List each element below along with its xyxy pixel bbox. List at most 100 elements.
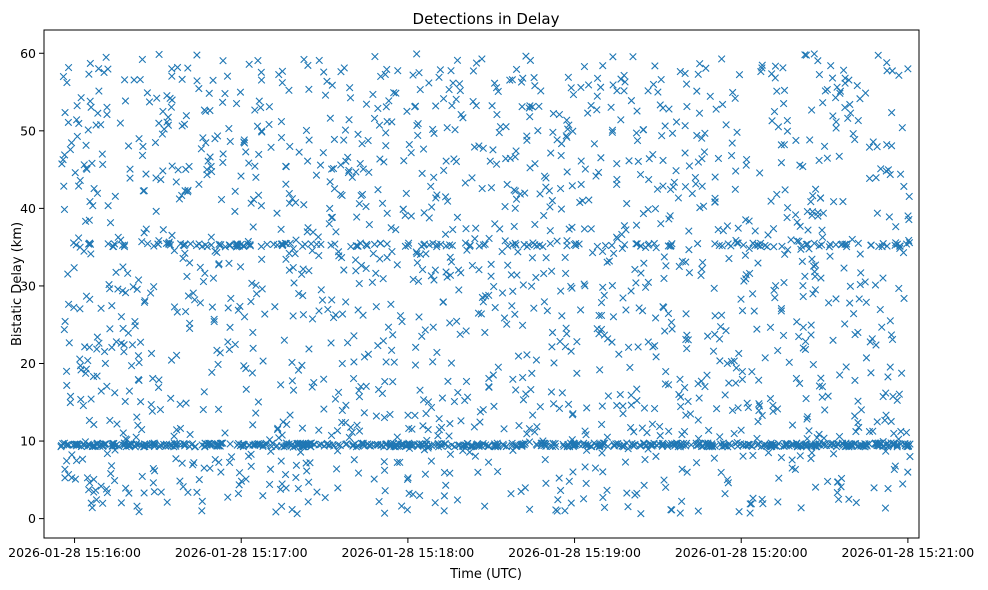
data-point — [779, 331, 788, 340]
data-point — [487, 183, 496, 192]
data-point — [580, 439, 588, 447]
data-point — [404, 241, 412, 250]
data-point — [109, 242, 118, 251]
data-point — [706, 92, 714, 101]
data-point — [693, 87, 701, 95]
data-point — [471, 452, 480, 460]
data-point — [65, 339, 73, 347]
data-point — [556, 184, 565, 193]
data-point — [59, 72, 68, 81]
data-point — [639, 126, 647, 134]
y-tick-label: 60 — [20, 46, 36, 61]
data-point — [447, 66, 455, 75]
data-point — [61, 474, 69, 482]
data-point — [382, 103, 391, 111]
data-point — [248, 369, 257, 377]
data-point — [851, 330, 859, 339]
data-point — [340, 266, 348, 274]
data-point — [596, 440, 604, 449]
data-point — [733, 239, 741, 247]
data-point — [788, 456, 796, 464]
data-point — [824, 392, 832, 400]
data-point — [206, 464, 214, 473]
data-point — [104, 201, 112, 210]
data-point — [390, 442, 398, 450]
data-point — [525, 505, 534, 514]
data-point — [543, 307, 552, 315]
data-point — [162, 442, 170, 450]
data-point — [173, 439, 181, 448]
data-point — [148, 407, 157, 415]
data-point — [839, 66, 848, 74]
data-point — [66, 398, 74, 407]
data-point — [320, 68, 328, 76]
data-point — [280, 336, 289, 344]
data-point — [167, 441, 176, 450]
data-point — [900, 294, 908, 303]
data-point — [412, 248, 420, 256]
data-point — [82, 365, 91, 373]
data-point — [459, 446, 467, 455]
data-point — [577, 83, 585, 92]
data-point — [157, 175, 165, 184]
data-point — [511, 310, 519, 318]
data-point — [184, 292, 193, 300]
data-point — [603, 433, 612, 441]
data-point — [756, 242, 765, 250]
data-point — [200, 464, 208, 472]
data-point — [289, 386, 298, 394]
data-point — [433, 191, 441, 199]
data-point — [724, 240, 732, 248]
data-point — [446, 469, 454, 477]
data-point — [595, 311, 603, 320]
data-point — [657, 219, 665, 228]
data-point — [711, 240, 719, 248]
data-point — [305, 85, 313, 94]
data-point — [651, 204, 660, 213]
data-point — [593, 106, 601, 114]
data-point — [561, 507, 569, 515]
data-point — [414, 131, 422, 140]
data-point — [814, 212, 822, 220]
data-point — [99, 499, 107, 507]
data-point — [237, 477, 246, 485]
data-point — [462, 327, 470, 335]
data-point — [620, 222, 629, 230]
data-point — [134, 421, 142, 429]
data-point — [630, 442, 638, 450]
x-tick-label: 2026-01-28 15:16:00 — [8, 545, 141, 560]
data-point — [809, 262, 818, 270]
data-point — [72, 241, 80, 249]
data-point — [143, 240, 152, 248]
data-point — [682, 310, 690, 318]
data-point — [338, 310, 347, 318]
data-point — [845, 299, 854, 307]
data-point — [95, 87, 103, 95]
data-point — [777, 453, 786, 462]
data-point — [900, 182, 908, 191]
data-point — [77, 395, 85, 404]
data-point — [62, 441, 71, 449]
data-point — [83, 474, 92, 482]
data-point — [84, 126, 92, 134]
data-point — [103, 103, 111, 111]
data-point — [282, 484, 290, 492]
data-point — [582, 446, 591, 455]
data-point — [623, 199, 631, 208]
data-point — [471, 235, 479, 243]
data-point — [865, 174, 874, 183]
data-point — [442, 157, 450, 165]
data-point — [598, 402, 607, 410]
data-point — [354, 130, 362, 139]
data-point — [419, 422, 427, 430]
data-point — [90, 184, 98, 193]
data-point — [581, 165, 590, 173]
data-point — [355, 393, 364, 401]
data-point — [556, 337, 564, 346]
data-point — [247, 199, 255, 207]
data-point — [295, 289, 303, 298]
data-point — [213, 346, 221, 355]
data-point — [884, 484, 892, 493]
data-point — [510, 222, 518, 231]
